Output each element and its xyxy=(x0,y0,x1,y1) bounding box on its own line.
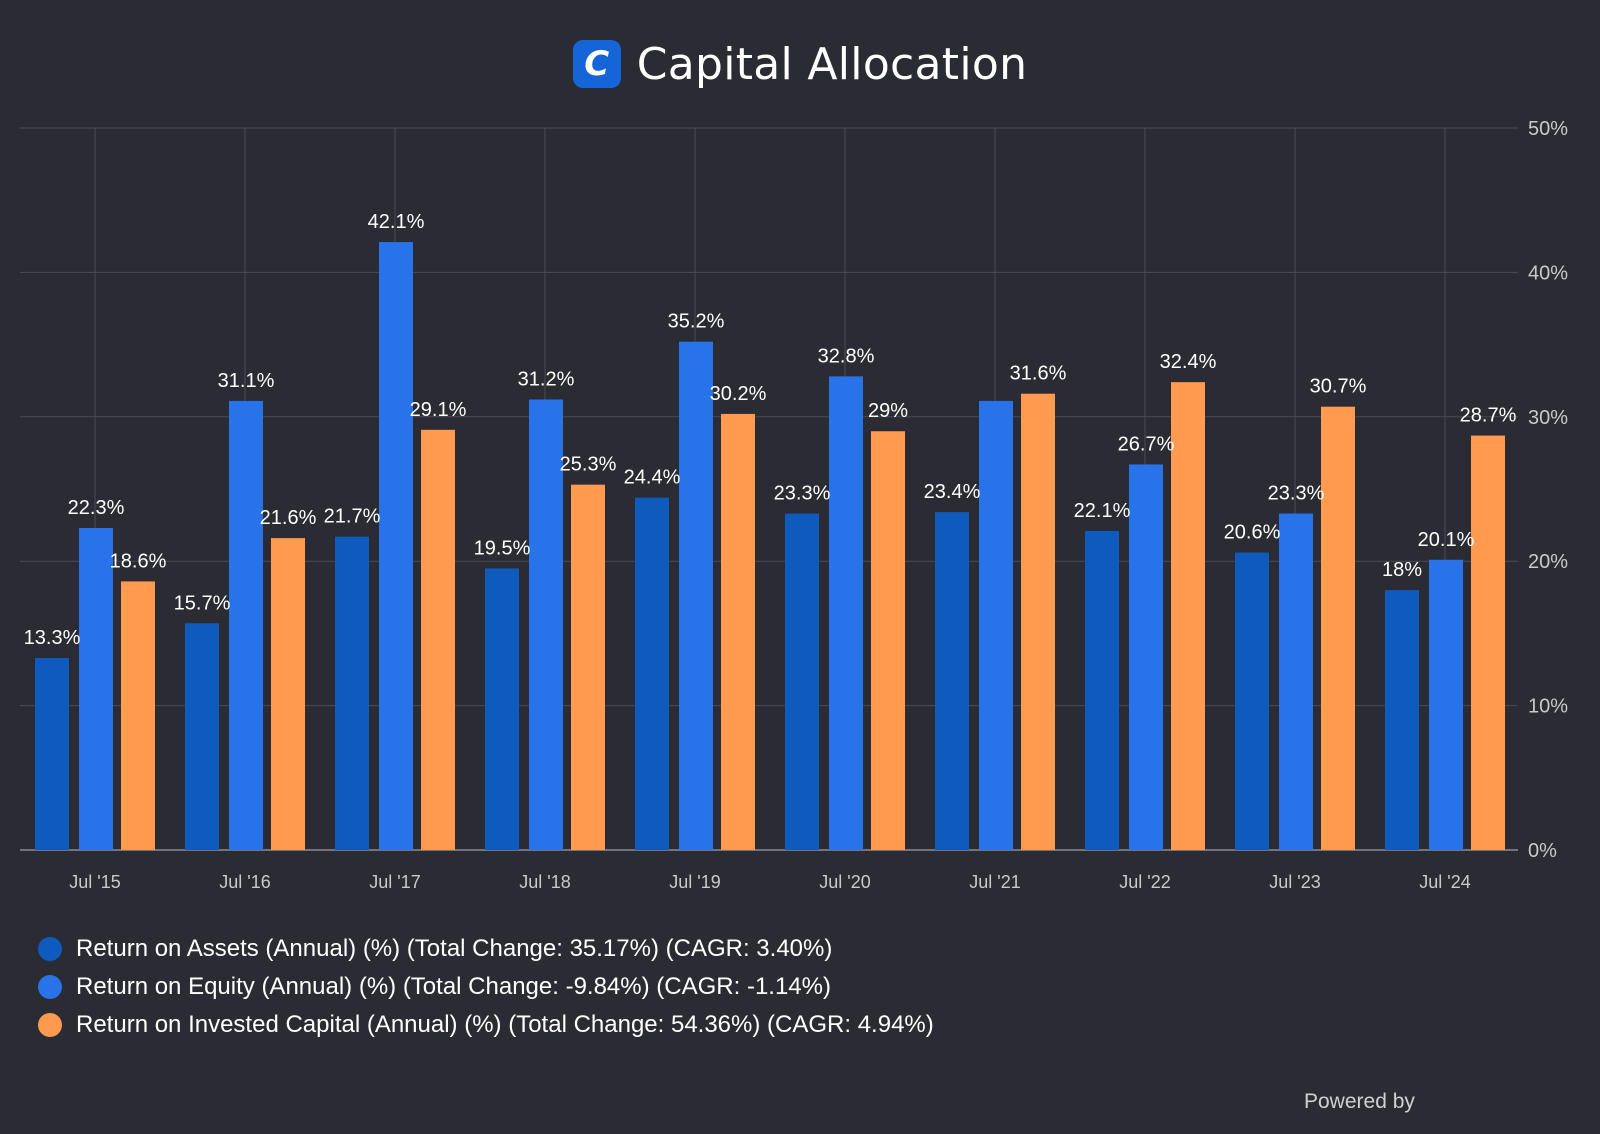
data-label: 32.8% xyxy=(818,345,875,367)
bar-0 xyxy=(785,513,819,850)
legend-item-roa[interactable]: Return on Assets (Annual) (%) (Total Cha… xyxy=(38,930,934,968)
bar-1 xyxy=(979,400,1013,850)
bar-2 xyxy=(1321,406,1355,850)
data-label: 32.4% xyxy=(1160,351,1217,373)
bar-1 xyxy=(1429,559,1463,850)
bar-1 xyxy=(229,400,263,850)
data-label: 28.7% xyxy=(1460,405,1517,427)
legend-label-roa: Return on Assets (Annual) (%) (Total Cha… xyxy=(76,935,833,962)
chart-title: Capital Allocation xyxy=(636,38,1028,90)
y-tick-label: 10% xyxy=(1528,696,1568,718)
bar-2 xyxy=(121,581,155,850)
data-label: 25.3% xyxy=(560,454,617,476)
data-label: 19.5% xyxy=(474,537,531,559)
legend-marker-roa xyxy=(38,937,62,961)
bar-2 xyxy=(871,431,905,850)
bar-0 xyxy=(485,568,519,850)
y-tick-label: 20% xyxy=(1528,551,1568,573)
brand-logo-icon: C xyxy=(572,40,621,88)
logo-letter: C xyxy=(584,44,610,84)
data-label: 31.1% xyxy=(218,370,275,392)
powered-by-text: Powered by xyxy=(1304,1090,1415,1113)
x-tick-label: Jul '23 xyxy=(1269,872,1320,892)
data-label: 23.4% xyxy=(924,481,981,503)
data-label: 15.7% xyxy=(174,592,231,614)
bar-0 xyxy=(1235,552,1269,850)
data-label: 23.3% xyxy=(1268,483,1325,505)
x-tick-label: Jul '17 xyxy=(369,872,420,892)
bar-2 xyxy=(1021,393,1055,850)
bar-0 xyxy=(185,623,219,850)
bar-1 xyxy=(829,376,863,850)
chart-header: C Capital Allocation xyxy=(0,36,1600,92)
bar-0 xyxy=(1385,590,1419,850)
bar-2 xyxy=(721,413,755,850)
data-label: 18.6% xyxy=(110,550,167,572)
x-tick-label: Jul '16 xyxy=(219,872,270,892)
legend-item-roe[interactable]: Return on Equity (Annual) (%) (Total Cha… xyxy=(38,968,934,1006)
data-label: 31.6% xyxy=(1010,363,1067,385)
bar-1 xyxy=(529,399,563,850)
chart-legend: Return on Assets (Annual) (%) (Total Cha… xyxy=(38,930,934,1044)
data-label: 22.3% xyxy=(68,497,125,519)
y-tick-label: 40% xyxy=(1528,262,1568,284)
y-tick-label: 50% xyxy=(1528,118,1568,140)
bar-2 xyxy=(571,484,605,850)
data-label: 30.2% xyxy=(710,383,767,405)
bar-0 xyxy=(335,536,369,850)
legend-marker-roic xyxy=(38,1013,62,1037)
bar-2 xyxy=(421,429,455,850)
legend-label-roe: Return on Equity (Annual) (%) (Total Cha… xyxy=(76,973,831,1000)
bar-1 xyxy=(1129,464,1163,850)
bar-1 xyxy=(679,341,713,850)
y-tick-label: 0% xyxy=(1528,840,1557,862)
data-label: 29.1% xyxy=(410,399,467,421)
data-label: 23.3% xyxy=(774,483,831,505)
bar-2 xyxy=(271,538,305,850)
bar-1 xyxy=(1279,513,1313,850)
bar-0 xyxy=(635,497,669,850)
data-label: 31.2% xyxy=(518,368,575,390)
x-tick-label: Jul '21 xyxy=(969,872,1020,892)
data-label: 13.3% xyxy=(24,627,81,649)
data-label: 21.7% xyxy=(324,506,381,528)
data-label: 24.4% xyxy=(624,467,681,489)
data-label: 22.1% xyxy=(1074,500,1131,522)
data-label: 29% xyxy=(868,400,908,422)
x-tick-label: Jul '15 xyxy=(69,872,120,892)
data-label: 21.6% xyxy=(260,507,317,529)
x-tick-label: Jul '24 xyxy=(1419,872,1470,892)
x-tick-label: Jul '20 xyxy=(819,872,870,892)
x-tick-label: Jul '18 xyxy=(519,872,570,892)
data-label: 20.6% xyxy=(1224,522,1281,544)
data-label: 30.7% xyxy=(1310,376,1367,398)
legend-marker-roe xyxy=(38,975,62,999)
bar-0 xyxy=(1085,530,1119,850)
bar-2 xyxy=(1171,382,1205,850)
data-label: 26.7% xyxy=(1118,433,1175,455)
data-label: 42.1% xyxy=(368,211,425,233)
x-tick-label: Jul '19 xyxy=(669,872,720,892)
bar-1 xyxy=(379,242,413,851)
bar-1 xyxy=(79,527,113,850)
x-tick-label: Jul '22 xyxy=(1119,872,1170,892)
data-label: 18% xyxy=(1382,559,1422,581)
bar-0 xyxy=(935,512,969,850)
bar-2 xyxy=(1471,435,1505,850)
legend-item-roic[interactable]: Return on Invested Capital (Annual) (%) … xyxy=(38,1006,934,1044)
legend-label-roic: Return on Invested Capital (Annual) (%) … xyxy=(76,1011,934,1038)
y-tick-label: 30% xyxy=(1528,407,1568,429)
bar-chart: 0% 10% 20% 30% 40% 50% Jul '15 Jul '16 Jul '17 Ju… xyxy=(20,118,1568,892)
data-label: 35.2% xyxy=(668,311,725,333)
data-label: 20.1% xyxy=(1418,529,1475,551)
bar-0 xyxy=(35,657,69,850)
